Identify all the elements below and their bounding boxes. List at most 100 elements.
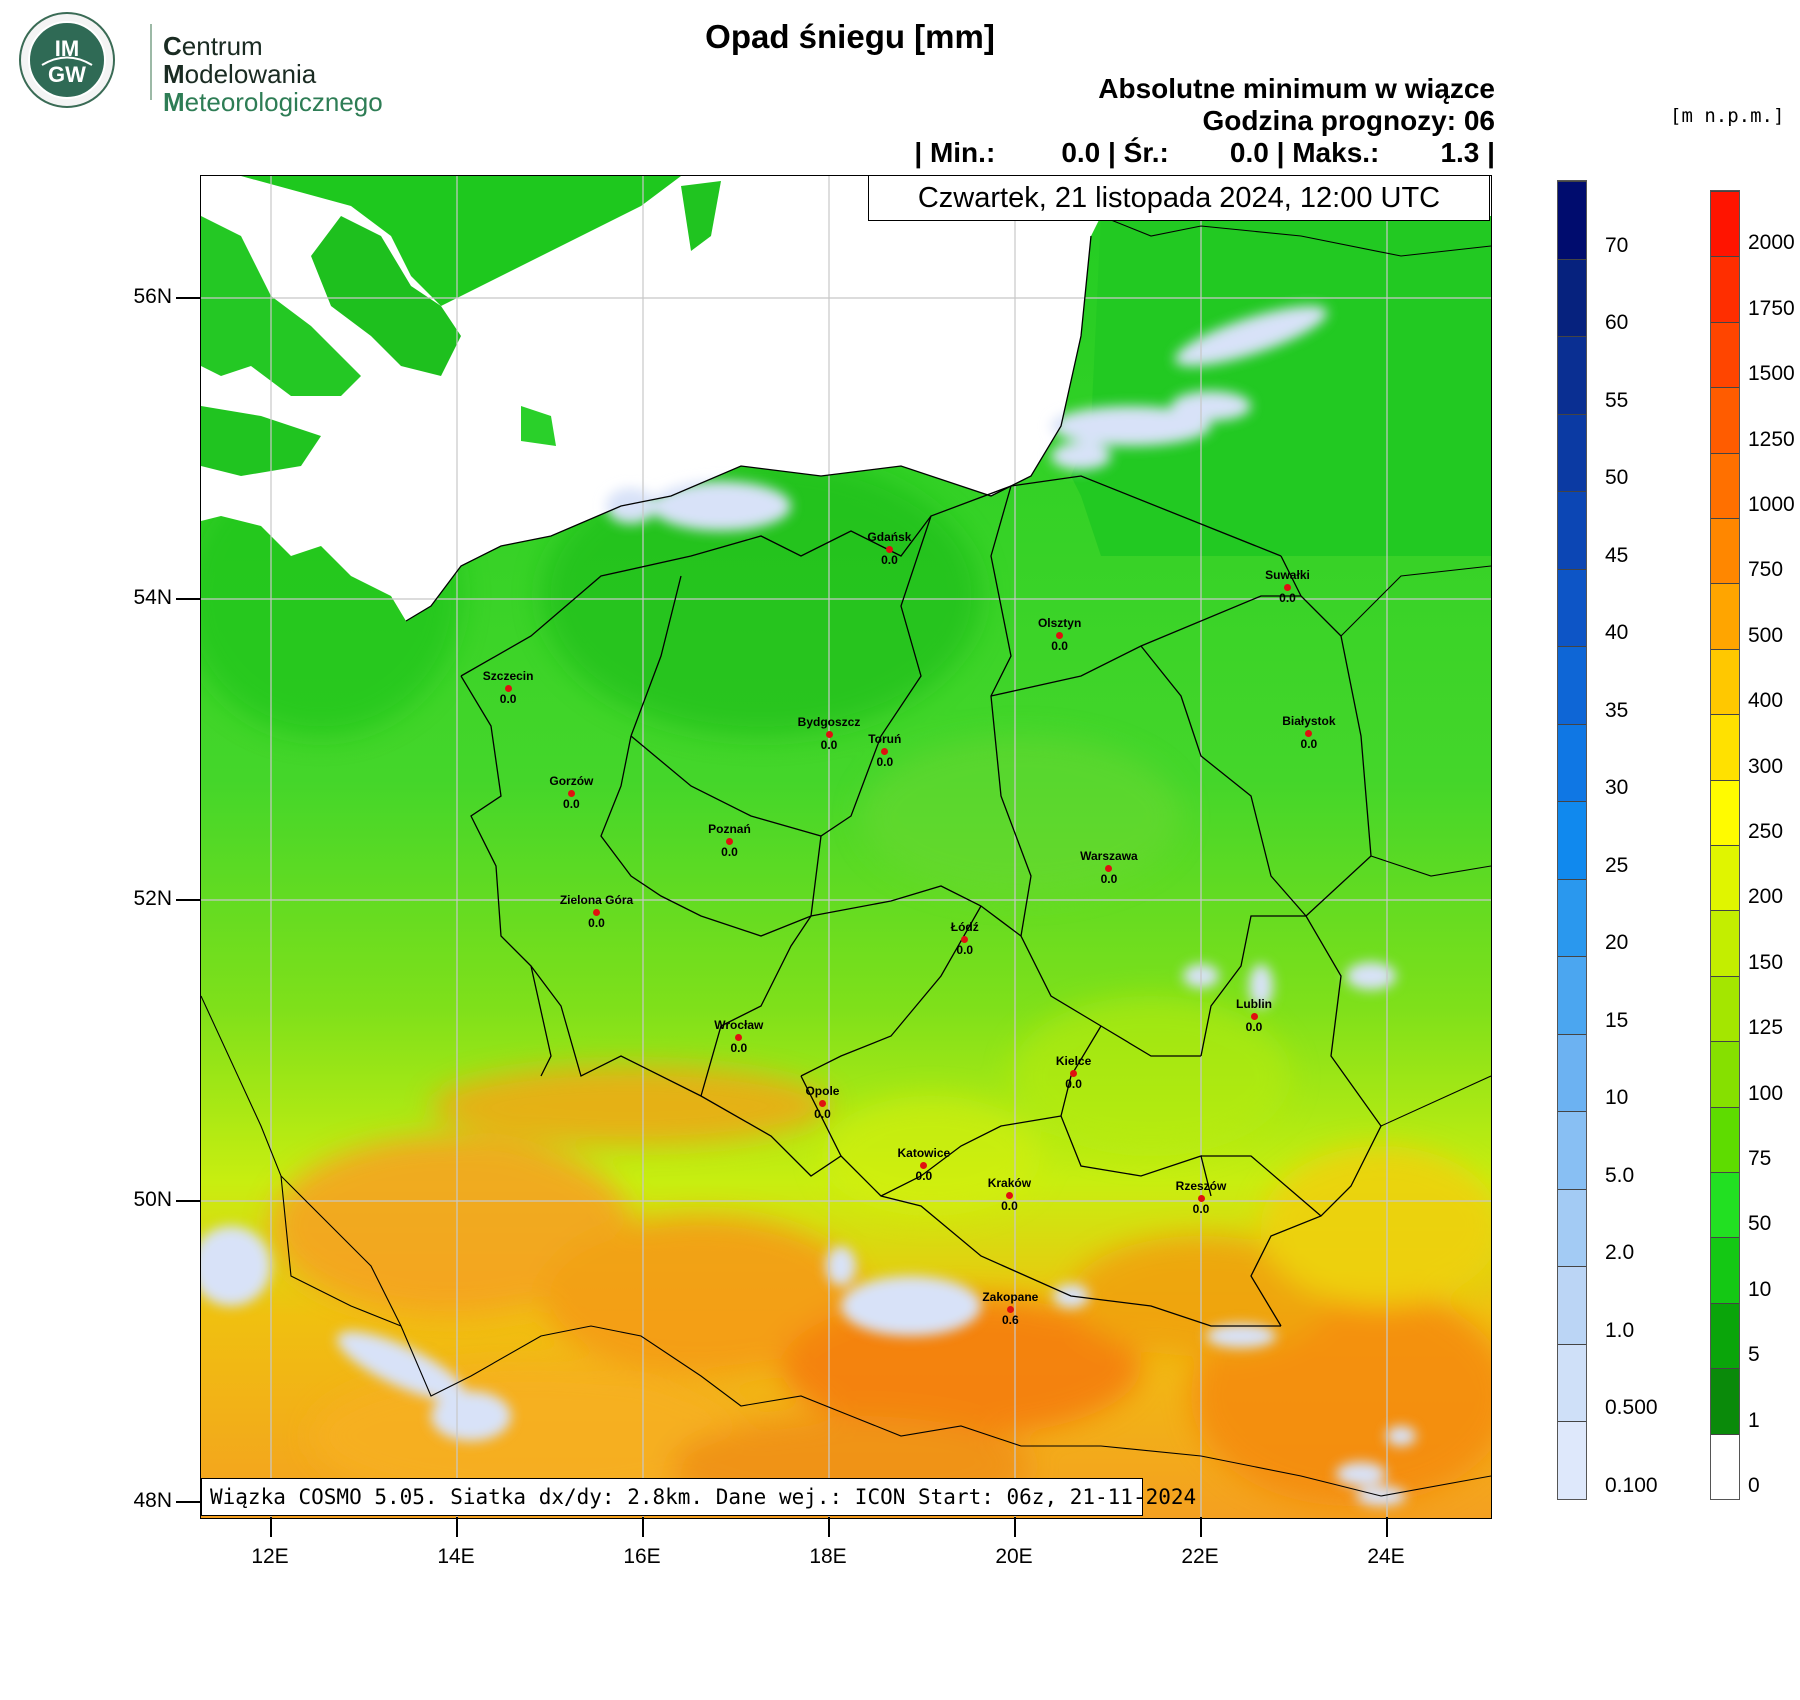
- city-value: 0.0: [1051, 639, 1068, 654]
- city-value: 0.0: [915, 1168, 933, 1183]
- lat-tick-label: 54N: [133, 586, 172, 609]
- city-marker: Toruń 0.0: [840, 731, 930, 769]
- lon-tick: [828, 1517, 830, 1537]
- lon-tick-label: 20E: [995, 1545, 1033, 1568]
- lon-tick-label: 16E: [623, 1545, 661, 1568]
- city-marker: Szczecin 0.0: [463, 668, 553, 706]
- lon-tick: [1014, 1517, 1016, 1537]
- elev-scale-swatch: [1711, 191, 1739, 257]
- snow-scale-label: 40: [1605, 621, 1629, 645]
- admin-borders: [460, 475, 1382, 1327]
- city-dot-icon: [1070, 1070, 1078, 1078]
- elev-scale-label: 2000: [1748, 231, 1795, 255]
- city-marker: Suwałki 0.0: [1242, 568, 1332, 605]
- snow-scale-swatch: [1558, 956, 1586, 1034]
- city-value: 0.6: [1002, 1313, 1019, 1328]
- city-value: 0.0: [956, 943, 974, 958]
- snow-scale-label: 10: [1605, 1086, 1629, 1110]
- city-marker: Białystok 0.0: [1264, 713, 1354, 751]
- city-marker: Poznań 0.0: [684, 823, 774, 859]
- lat-tick-label: 52N: [133, 887, 172, 910]
- lon-tick-label: 14E: [437, 1545, 475, 1568]
- elev-scale-label: 500: [1748, 623, 1784, 647]
- city-dot-icon: [725, 838, 733, 846]
- city-name: Kielce: [1055, 1054, 1092, 1069]
- snow-scale-label: 1.0: [1605, 1318, 1635, 1342]
- elev-scale-label: 75: [1748, 1147, 1772, 1170]
- snow-scale-label: 70: [1605, 233, 1629, 257]
- city-name: Poznań: [708, 822, 751, 837]
- logo-wordmark: Centrum Modelowania Meteorologicznego: [163, 31, 383, 117]
- snow-scale-swatch: [1558, 336, 1586, 414]
- city-value: 0.0: [499, 691, 517, 706]
- elev-scale-label: 250: [1748, 820, 1784, 843]
- lon-tick: [1200, 1517, 1202, 1537]
- city-name: Łódź: [950, 920, 979, 935]
- map-panel: Gdańsk 0.0 Suwałki 0.0 Olsztyn 0.0 Szczecin 0.0…: [200, 175, 1492, 1519]
- city-marker: Warszawa 0.0: [1064, 850, 1154, 886]
- stat-avg-label: Śr.:: [1123, 137, 1169, 168]
- ensemble-subtitle: Absolutne minimum w wiązce: [1098, 73, 1495, 104]
- elev-scale-swatch: [1711, 975, 1739, 1042]
- elev-scale-swatch: [1711, 1302, 1739, 1369]
- city-name: Katowice: [897, 1145, 951, 1160]
- elev-scale-swatch: [1711, 1172, 1739, 1238]
- logo-divider: [150, 24, 152, 100]
- city-marker: Katowice 0.0: [879, 1145, 969, 1183]
- lat-tick-label: 48N: [133, 1489, 172, 1512]
- lon-tick-label: 18E: [809, 1545, 847, 1568]
- elev-scale-label: 0: [1748, 1474, 1760, 1497]
- city-marker: Kraków 0.0: [964, 1175, 1054, 1213]
- city-marker: Kielce 0.0: [1029, 1055, 1119, 1091]
- elev-scale-swatch: [1711, 845, 1739, 911]
- city-name: Gorzów: [549, 774, 594, 789]
- city-value: 0.0: [1065, 1077, 1082, 1092]
- city-name: Białystok: [1282, 713, 1336, 728]
- city-marker: Opole 0.0: [777, 1085, 867, 1121]
- city-name: Opole: [805, 1084, 840, 1099]
- city-dot-icon: [961, 936, 969, 944]
- badge-text-bottom: GW: [48, 62, 86, 87]
- city-value: 0.0: [1192, 1201, 1210, 1216]
- snow-patch: [651, 481, 791, 531]
- city-dot-icon: [1197, 1194, 1205, 1202]
- city-marker: Gorzów 0.0: [526, 775, 616, 811]
- elev-scale-swatch: [1711, 387, 1739, 453]
- elev-scale-swatch: [1711, 1106, 1739, 1172]
- city-name: Wrocław: [714, 1017, 764, 1032]
- city-name: Lublin: [1236, 996, 1272, 1011]
- snow-scale-bar: [1557, 180, 1587, 1500]
- snow-scale-label: 45: [1605, 543, 1629, 567]
- lon-tick: [1386, 1517, 1388, 1537]
- city-name: Szczecin: [482, 668, 534, 683]
- lon-tick-label: 22E: [1181, 1545, 1219, 1568]
- snow-scale-label: 15: [1605, 1008, 1629, 1032]
- city-dot-icon: [1056, 632, 1064, 640]
- city-name: Kraków: [987, 1175, 1032, 1190]
- snow-scale-label: 0.500: [1605, 1396, 1658, 1420]
- elev-scale-label: 1750: [1748, 296, 1795, 320]
- elev-scale-label: 1000: [1748, 493, 1795, 516]
- lon-tick: [642, 1517, 644, 1537]
- elev-scale-swatch: [1711, 518, 1739, 584]
- elev-scale-label: 200: [1748, 885, 1784, 909]
- city-dot-icon: [885, 546, 893, 554]
- snow-scale-label: 55: [1605, 388, 1629, 412]
- city-marker: Wrocław 0.0: [694, 1017, 784, 1055]
- elev-scale-swatch: [1711, 779, 1739, 845]
- city-dot-icon: [1305, 729, 1313, 737]
- elev-scale-label: 5: [1748, 1343, 1760, 1367]
- imgw-badge-icon: IM GW: [19, 12, 115, 108]
- snow-scale-swatch: [1558, 1343, 1586, 1422]
- elev-scale-swatch: [1711, 583, 1739, 649]
- snow-scale-label: 60: [1605, 311, 1629, 335]
- snow-scale-label: 30: [1605, 776, 1629, 800]
- elev-scale-label: 400: [1748, 689, 1784, 713]
- city-dot-icon: [567, 790, 575, 798]
- elevation-unit: [m n.p.m.]: [1670, 105, 1785, 127]
- stat-max-value: 1.3: [1440, 137, 1480, 168]
- lat-tick-label: 56N: [133, 285, 172, 308]
- snow-scale-swatch: [1558, 1111, 1586, 1189]
- city-name: Toruń: [868, 731, 902, 746]
- city-value: 0.0: [814, 1107, 831, 1122]
